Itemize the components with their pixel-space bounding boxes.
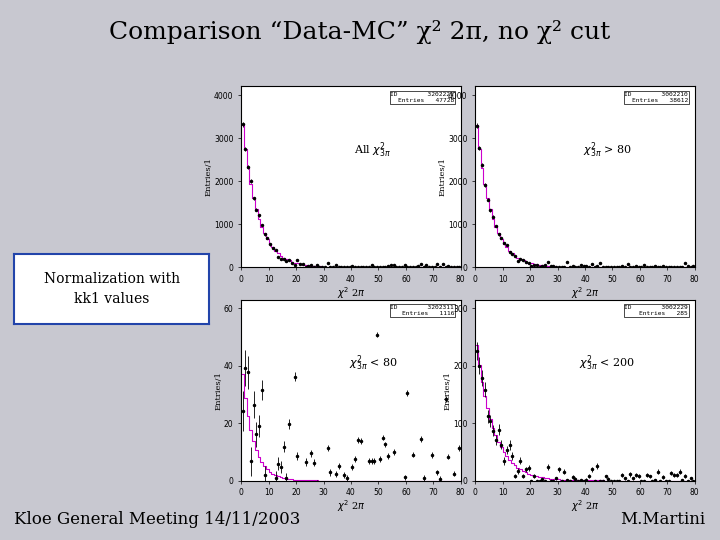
X-axis label: $\chi^2$ 2$\pi$: $\chi^2$ 2$\pi$ [337, 285, 365, 301]
Y-axis label: Entries/1: Entries/1 [444, 371, 451, 409]
Text: ID        3002210
Entries   38612: ID 3002210 Entries 38612 [624, 92, 688, 103]
Text: Normalization with
kk1 values: Normalization with kk1 values [43, 272, 180, 306]
Y-axis label: Entries/1: Entries/1 [204, 158, 212, 196]
X-axis label: $\chi^2$ 2$\pi$: $\chi^2$ 2$\pi$ [571, 498, 599, 515]
Text: ID        3002229
Entries   285: ID 3002229 Entries 285 [624, 305, 688, 316]
Text: M.Martini: M.Martini [621, 511, 706, 528]
Text: $\chi^2_{3\pi}$ > 80: $\chi^2_{3\pi}$ > 80 [582, 140, 631, 159]
Text: ID        3202311
Entries   1116: ID 3202311 Entries 1116 [390, 305, 454, 316]
Text: All $\chi^2_{3\pi}$: All $\chi^2_{3\pi}$ [354, 140, 392, 159]
Text: $\chi^2_{3\pi}$ < 80: $\chi^2_{3\pi}$ < 80 [348, 353, 397, 373]
Y-axis label: Entries/1: Entries/1 [438, 158, 446, 196]
Y-axis label: Entries/1: Entries/1 [215, 371, 222, 409]
Text: $\chi^2_{3\pi}$ < 200: $\chi^2_{3\pi}$ < 200 [579, 353, 635, 373]
X-axis label: $\chi^2$ 2$\pi$: $\chi^2$ 2$\pi$ [571, 285, 599, 301]
Text: Comparison “Data-MC” χ² 2π, no χ² cut: Comparison “Data-MC” χ² 2π, no χ² cut [109, 21, 611, 44]
X-axis label: $\chi^2$ 2$\pi$: $\chi^2$ 2$\pi$ [337, 498, 365, 515]
Text: Kloe General Meeting 14/11/2003: Kloe General Meeting 14/11/2003 [14, 511, 301, 528]
Text: ID        3202221
Entries   47728: ID 3202221 Entries 47728 [390, 92, 454, 103]
